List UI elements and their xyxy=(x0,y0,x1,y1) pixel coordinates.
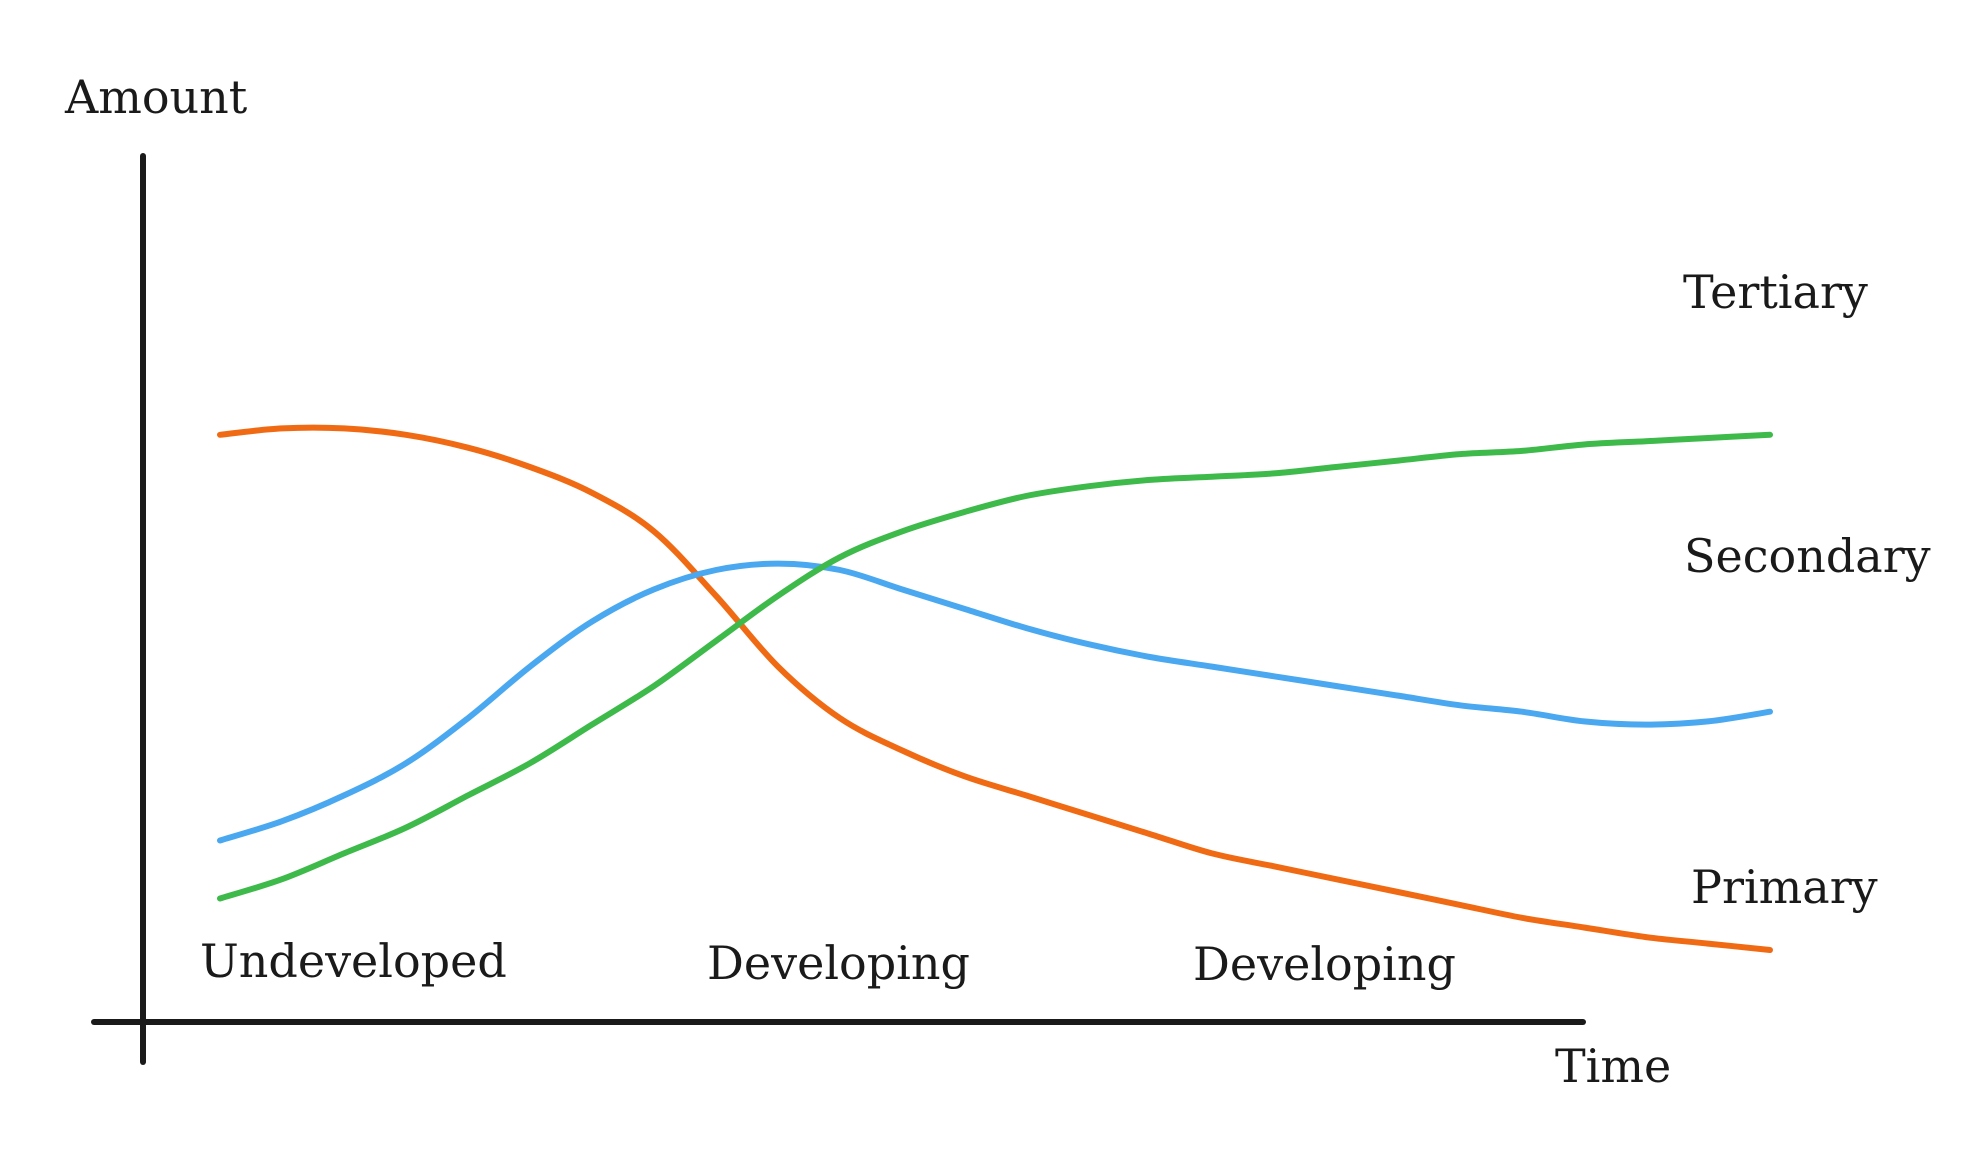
series-line-tertiary xyxy=(217,431,1773,902)
x-axis-title: Time xyxy=(1555,1039,1671,1093)
y-axis-title: Amount xyxy=(64,70,248,124)
stage-label-undeveloped: Undeveloped xyxy=(200,934,507,988)
series-label-primary: Primary xyxy=(1691,860,1878,914)
stage-label-developing-2: Developing xyxy=(1193,937,1456,991)
series-label-tertiary: Tertiary xyxy=(1683,265,1868,319)
stage-label-developing-1: Developing xyxy=(707,936,970,990)
series-label-secondary: Secondary xyxy=(1684,529,1931,583)
series-line-secondary xyxy=(217,560,1773,844)
series-line-primary xyxy=(217,424,1773,953)
